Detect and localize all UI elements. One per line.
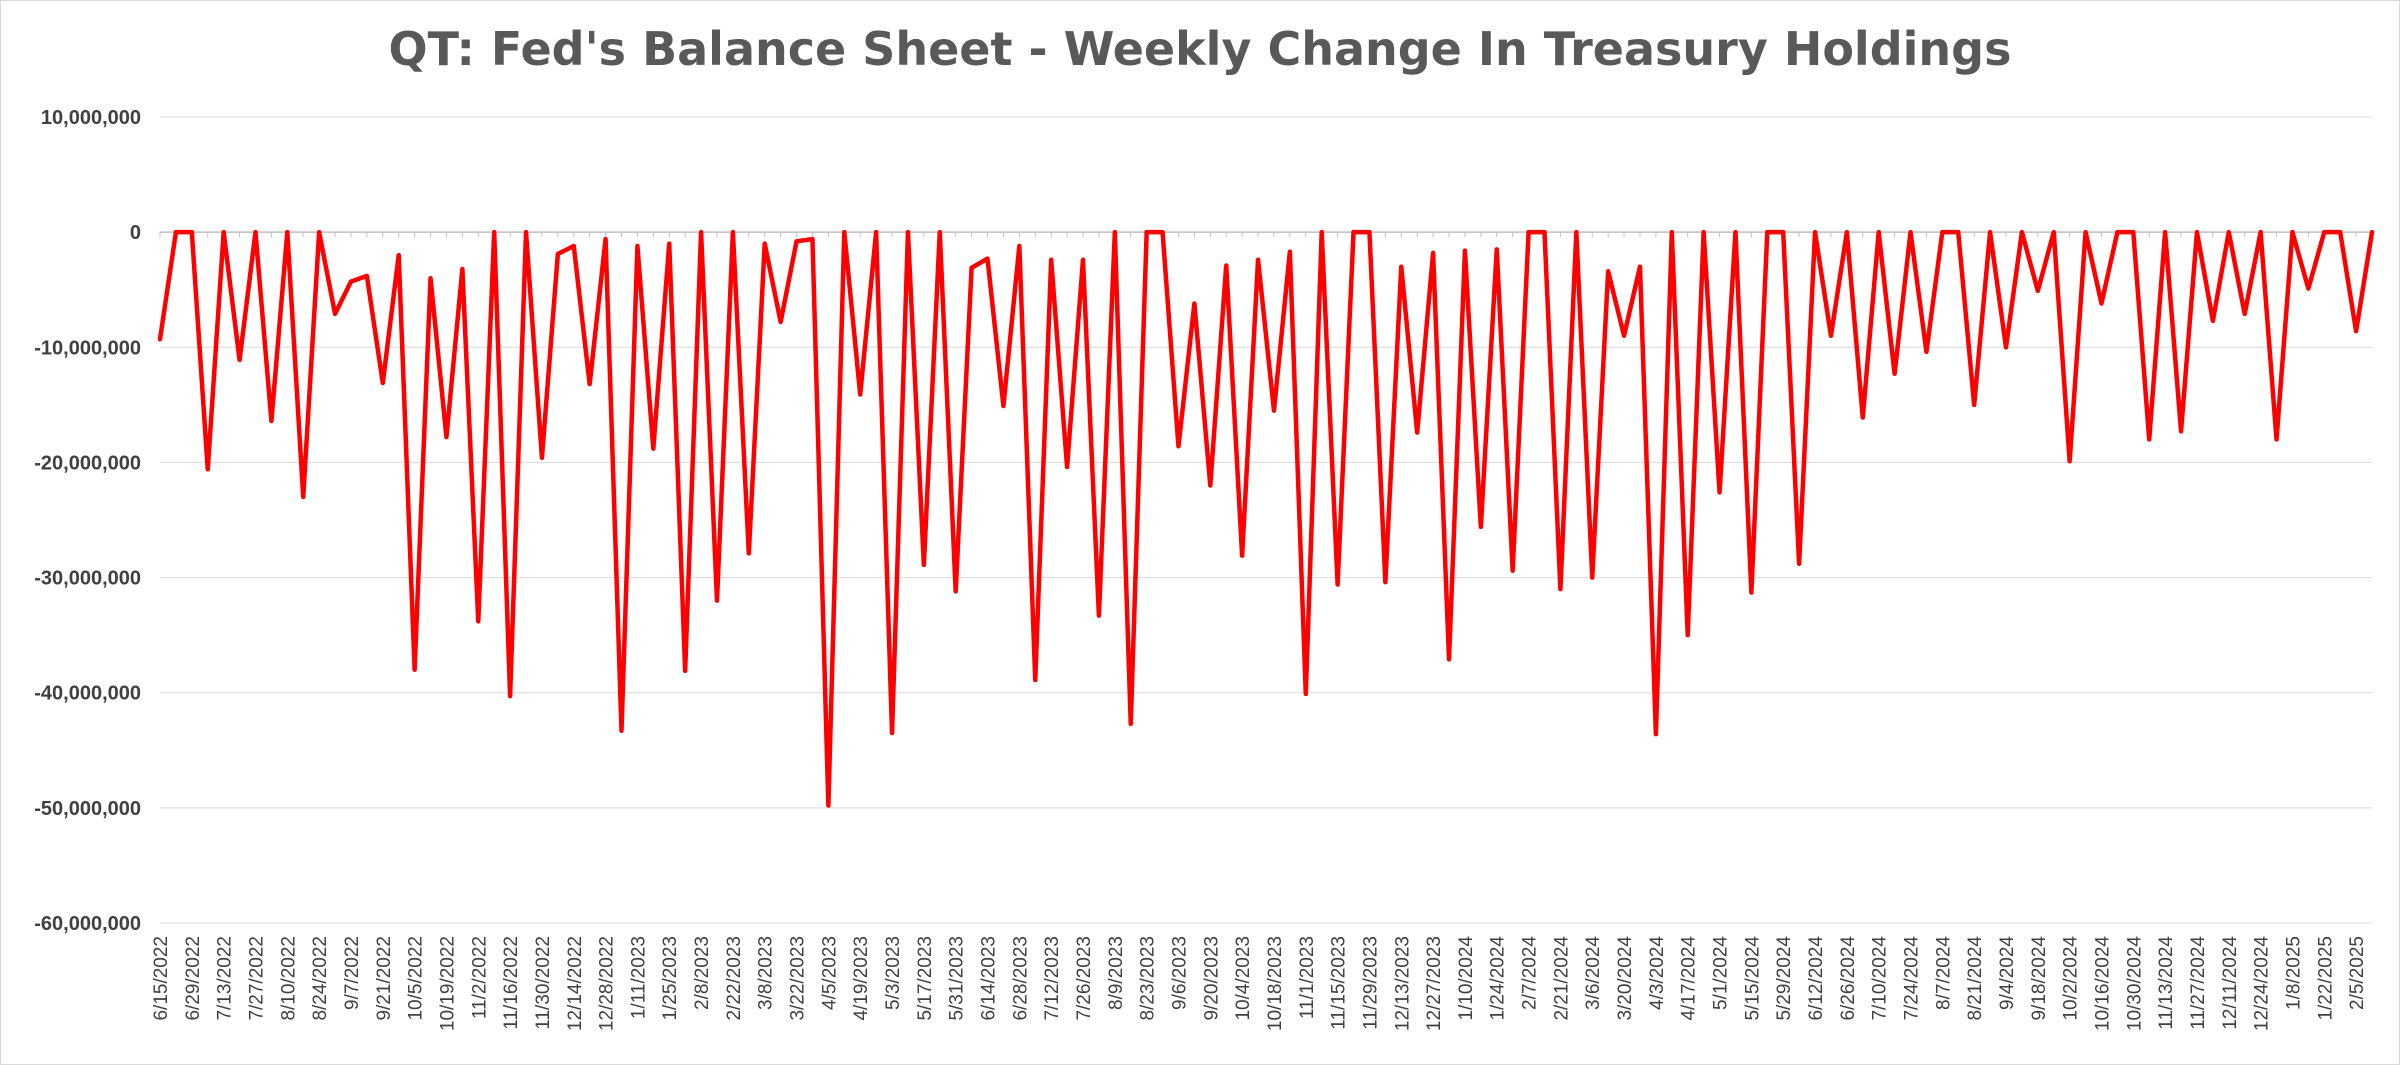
x-tick-label: 5/29/2024 bbox=[1774, 936, 1795, 1021]
x-tick-label: 7/10/2024 bbox=[1870, 936, 1891, 1021]
x-tick-label: 3/6/2024 bbox=[1583, 936, 1604, 1010]
x-tick-label: 11/27/2024 bbox=[2188, 936, 2209, 1030]
x-tick-label: 5/31/2023 bbox=[947, 936, 968, 1021]
x-tick-label: 10/16/2024 bbox=[2092, 936, 2113, 1032]
x-tick-label: 12/24/2024 bbox=[2252, 936, 2273, 1032]
x-tick-label: 2/22/2023 bbox=[724, 936, 745, 1021]
x-tick-label: 9/18/2024 bbox=[2029, 936, 2050, 1021]
y-axis-tick-labels: 10,000,000 0 -10,000,000 -20,000,000 -30,000… bbox=[34, 107, 141, 935]
x-tick-label: 6/26/2024 bbox=[1838, 936, 1859, 1021]
x-tick-label: 3/8/2023 bbox=[756, 936, 777, 1010]
x-tick-label: 8/21/2024 bbox=[1965, 936, 1986, 1021]
x-tick-label: 10/5/2022 bbox=[406, 936, 427, 1021]
x-tick-label: 11/15/2023 bbox=[1329, 936, 1350, 1030]
x-tick-label: 11/30/2022 bbox=[533, 936, 554, 1030]
x-tick-label: 11/29/2023 bbox=[1360, 936, 1381, 1030]
x-tick-label: 5/15/2024 bbox=[1742, 936, 1763, 1021]
x-tick-label: 9/6/2023 bbox=[1169, 936, 1190, 1010]
x-tick-label: 10/19/2022 bbox=[437, 936, 458, 1031]
x-tick-label: 9/20/2023 bbox=[1201, 936, 1222, 1021]
x-tick-label: 12/11/2024 bbox=[2220, 936, 2241, 1030]
x-tick-label: 12/28/2022 bbox=[597, 936, 618, 1031]
x-tick-label: 9/7/2022 bbox=[342, 936, 363, 1010]
y-tick-label: -40,000,000 bbox=[34, 683, 141, 705]
x-tick-label: 9/21/2022 bbox=[374, 936, 395, 1021]
x-tick-label: 8/24/2022 bbox=[310, 936, 331, 1021]
x-tick-label: 11/1/2023 bbox=[1297, 936, 1318, 1019]
y-tick-label: -20,000,000 bbox=[34, 452, 141, 474]
chart-title: QT: Fed's Balance Sheet - Weekly Change … bbox=[388, 22, 2012, 76]
x-tick-label: 3/20/2024 bbox=[1615, 936, 1636, 1021]
x-tick-label: 4/19/2023 bbox=[851, 936, 872, 1021]
x-tick-label: 7/27/2022 bbox=[246, 936, 267, 1021]
x-tick-label: 12/13/2023 bbox=[1392, 936, 1413, 1031]
series-line bbox=[157, 229, 2375, 808]
x-tick-label: 11/16/2022 bbox=[501, 936, 522, 1030]
x-tick-label: 10/18/2023 bbox=[1265, 936, 1286, 1031]
x-tick-label: 4/3/2024 bbox=[1647, 936, 1668, 1010]
x-tick-label: 2/7/2024 bbox=[1520, 936, 1541, 1010]
y-tick-label: -30,000,000 bbox=[34, 568, 141, 590]
x-tick-label: 12/14/2022 bbox=[565, 936, 586, 1031]
y-tick-label: -50,000,000 bbox=[34, 798, 141, 820]
x-tick-label: 3/22/2023 bbox=[788, 936, 809, 1021]
x-tick-label: 1/10/2024 bbox=[1456, 936, 1477, 1021]
x-tick-label: 10/2/2024 bbox=[2061, 936, 2082, 1021]
x-tick-label: 5/3/2023 bbox=[883, 936, 904, 1010]
x-tick-label: 11/13/2024 bbox=[2156, 936, 2177, 1030]
x-tick-label: 2/8/2023 bbox=[692, 936, 713, 1010]
x-tick-label: 1/11/2023 bbox=[628, 936, 649, 1019]
x-tick-label: 8/7/2024 bbox=[1933, 936, 1954, 1010]
x-tick-label: 11/2/2022 bbox=[469, 936, 490, 1019]
x-tick-label: 9/4/2024 bbox=[1997, 936, 2018, 1010]
x-tick-label: 4/17/2024 bbox=[1679, 936, 1700, 1021]
x-tick-label: 6/29/2022 bbox=[183, 936, 204, 1021]
y-tick-label: 10,000,000 bbox=[41, 107, 141, 129]
x-tick-label: 7/26/2023 bbox=[1074, 936, 1095, 1021]
x-tick-label: 1/8/2025 bbox=[2283, 936, 2304, 1010]
x-tick-label: 6/12/2024 bbox=[1806, 936, 1827, 1021]
x-tick-label: 8/9/2023 bbox=[1106, 936, 1127, 1010]
x-tick-label: 2/5/2025 bbox=[2347, 936, 2368, 1010]
y-tick-label: -60,000,000 bbox=[34, 913, 141, 935]
y-tick-label: 0 bbox=[130, 222, 141, 244]
x-tick-label: 7/13/2022 bbox=[215, 936, 236, 1021]
x-tick-label: 8/10/2022 bbox=[278, 936, 299, 1021]
x-tick-label: 2/21/2024 bbox=[1551, 936, 1572, 1021]
x-tick-label: 6/15/2022 bbox=[151, 936, 172, 1021]
x-tick-label: 4/5/2023 bbox=[819, 936, 840, 1010]
x-tick-label: 1/24/2024 bbox=[1488, 936, 1509, 1021]
x-tick-label: 6/28/2023 bbox=[1010, 936, 1031, 1021]
series-layer bbox=[157, 229, 2375, 808]
x-tick-label: 7/12/2023 bbox=[1042, 936, 1063, 1021]
x-tick-label: 5/17/2023 bbox=[915, 936, 936, 1021]
x-tick-label: 10/30/2024 bbox=[2124, 936, 2145, 1032]
x-tick-label: 12/27/2023 bbox=[1424, 936, 1445, 1031]
x-tick-label: 1/22/2025 bbox=[2315, 936, 2336, 1021]
x-tick-label: 8/23/2023 bbox=[1138, 936, 1159, 1021]
y-tick-label: -10,000,000 bbox=[34, 337, 141, 359]
x-tick-label: 1/25/2023 bbox=[660, 936, 681, 1021]
x-tick-label: 7/24/2024 bbox=[1902, 936, 1923, 1021]
x-tick-label: 10/4/2023 bbox=[1233, 936, 1254, 1021]
x-tick-label: 6/14/2023 bbox=[979, 936, 1000, 1021]
x-axis-tick-labels: 6/15/2022 6/29/2022 7/13/2022 7/27/2022 8/10… bbox=[151, 936, 2368, 1032]
x-tick-label: 5/1/2024 bbox=[1711, 936, 1732, 1010]
